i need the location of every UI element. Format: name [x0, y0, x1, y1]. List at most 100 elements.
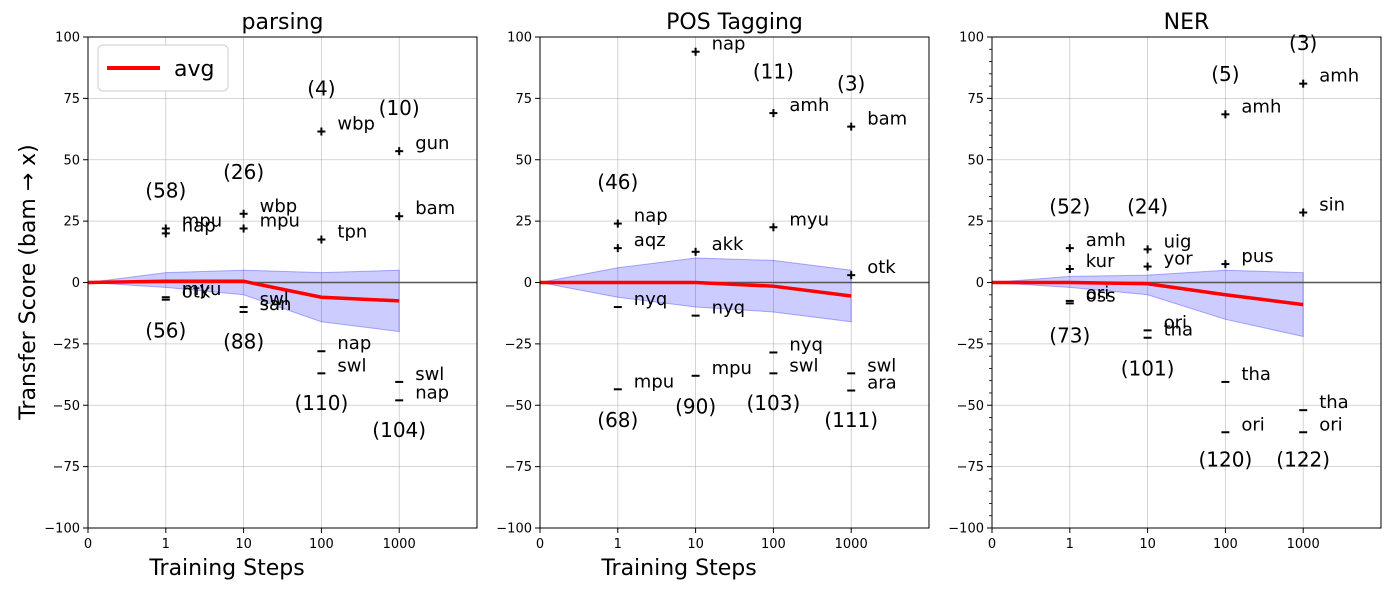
x-tick-label: 10: [235, 537, 252, 552]
point-label: wbp: [260, 196, 298, 217]
count-label: (122): [1276, 447, 1330, 471]
x-tick-label: 0: [536, 537, 544, 552]
point-label: swl: [260, 289, 289, 310]
count-label: (111): [824, 408, 878, 432]
y-tick-label: 100: [507, 31, 532, 46]
y-tick-label: −25: [957, 337, 984, 352]
panel-title: parsing: [242, 10, 324, 35]
point-label: yor: [1164, 249, 1194, 270]
point-label: nap: [712, 34, 746, 55]
y-tick-label: 25: [63, 215, 80, 230]
y-tick-label: −25: [53, 337, 80, 352]
x-tick-label: 1: [1066, 537, 1074, 552]
count-label: (26): [223, 160, 264, 184]
y-tick-label: −50: [53, 399, 80, 414]
point-label: uig: [1164, 231, 1192, 252]
point-label: nyq: [634, 289, 668, 310]
y-tick-label: −50: [957, 399, 984, 414]
point-label: ori: [1086, 283, 1109, 304]
avg-line: [992, 280, 1304, 307]
point-label: amh: [1319, 66, 1359, 87]
point-label: swl: [415, 364, 444, 385]
y-tick-label: −25: [505, 337, 532, 352]
count-label: (58): [145, 178, 186, 202]
x-tick-label: 100: [309, 537, 334, 552]
count-label: (73): [1049, 323, 1090, 347]
x-tick-label: 1: [162, 537, 170, 552]
panel-title: POS Tagging: [666, 10, 803, 35]
count-label: (68): [597, 408, 638, 432]
y-tick-label: 75: [63, 92, 80, 107]
x-tick-label: 0: [84, 537, 92, 552]
panel-1: napaqznyqmpunapakknyqmpuamhmyunyqswlbamo…: [496, 10, 930, 581]
x-tick-label: 1: [614, 537, 622, 552]
y-tick-label: 0: [524, 276, 532, 291]
point-label: bam: [415, 198, 455, 219]
panel-title: NER: [1164, 10, 1210, 35]
y-tick-label: 75: [967, 92, 984, 107]
point-label: nap: [415, 382, 449, 403]
count-label: (5): [1211, 62, 1239, 86]
y-tick-label: 100: [959, 31, 984, 46]
point-label: sin: [1319, 195, 1345, 216]
count-label: (11): [753, 59, 794, 83]
panels: mpunapmyuotkwbpmpuswlsanwbptpnnapswlgunb…: [44, 10, 1382, 581]
panel-2: amhkuroriossuigyororithaamhpusthaoriamhs…: [948, 10, 1382, 552]
y-tick-label: −50: [505, 399, 532, 414]
x-tick-label: 100: [1213, 537, 1238, 552]
count-label: (120): [1199, 447, 1253, 471]
y-axis-label: Transfer Score (bam → x): [16, 144, 41, 421]
y-tick-label: −100: [948, 522, 984, 537]
y-tick-label: −75: [505, 460, 532, 475]
point-label: tpn: [337, 222, 367, 243]
point-label: pus: [1241, 246, 1273, 267]
x-axis-label: Training Steps: [148, 556, 304, 581]
point-label: bam: [867, 109, 907, 130]
count-label: (101): [1121, 356, 1175, 380]
count-label: (88): [223, 329, 264, 353]
point-label: myu: [789, 209, 829, 230]
point-label: tha: [1319, 392, 1349, 413]
x-tick-label: 0: [988, 537, 996, 552]
count-label: (46): [597, 170, 638, 194]
point-label: nap: [634, 206, 668, 227]
point-label: nap: [337, 333, 371, 354]
point-label: ori: [1319, 414, 1342, 435]
legend: avg: [97, 44, 229, 92]
x-tick-label: 1000: [1287, 537, 1320, 552]
y-tick-label: 50: [63, 153, 80, 168]
point-label: wbp: [337, 114, 375, 135]
point-label: aqz: [634, 230, 666, 251]
point-label: oss: [1086, 285, 1116, 306]
avg-line: [540, 280, 852, 298]
x-tick-label: 1000: [383, 537, 416, 552]
point-label: ori: [1241, 414, 1264, 435]
x-tick-label: 1000: [835, 537, 868, 552]
count-label: (52): [1049, 194, 1090, 218]
point-label: mpu: [182, 210, 222, 231]
legend-avg-label: avg: [174, 57, 214, 82]
point-label: mpu: [260, 210, 300, 231]
point-label: swl: [337, 355, 366, 376]
count-label: (3): [837, 72, 865, 96]
y-tick-label: −100: [496, 522, 532, 537]
y-tick-label: 75: [515, 92, 532, 107]
point-label: nyq: [789, 334, 823, 355]
count-label: (4): [307, 77, 335, 101]
y-tick-label: 50: [967, 153, 984, 168]
point-label: tha: [1164, 320, 1194, 341]
y-tick-label: 0: [976, 276, 984, 291]
x-tick-label: 10: [1139, 537, 1156, 552]
count-label: (10): [379, 96, 420, 120]
legend-box: [97, 44, 229, 92]
point-label: myu: [182, 279, 222, 300]
x-tick-label: 100: [761, 537, 786, 552]
y-tick-label: −75: [957, 460, 984, 475]
point-label: mpu: [712, 358, 752, 379]
point-label: nap: [182, 215, 216, 236]
point-label: ara: [867, 373, 896, 394]
count-label: (110): [295, 391, 349, 415]
count-label: (90): [675, 394, 716, 418]
point-label: mpu: [634, 371, 674, 392]
point-label: amh: [1241, 96, 1281, 117]
